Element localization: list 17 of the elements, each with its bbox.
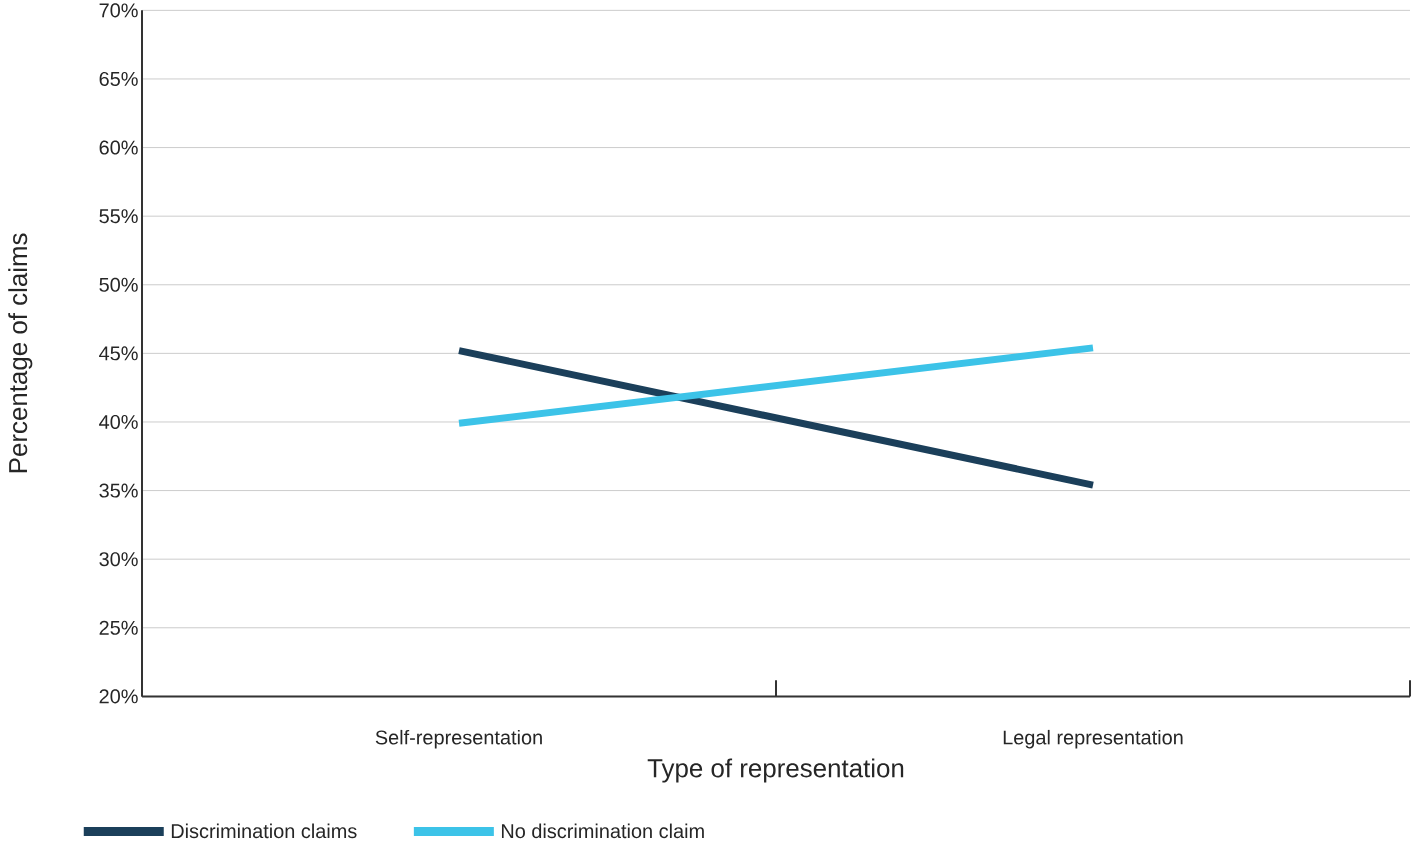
y-tick-label: 25%	[99, 620, 138, 635]
x-axis-title: Type of representation	[647, 758, 904, 783]
y-tick-label: 55%	[99, 208, 138, 223]
x-tick-label: Self-representation	[375, 729, 542, 749]
y-tick-label: 45%	[99, 346, 138, 361]
y-tick-label: 50%	[99, 277, 138, 292]
y-tick-label: 70%	[99, 3, 138, 18]
y-tick-label: 30%	[99, 551, 138, 567]
y-tick-label: 35%	[99, 483, 138, 498]
y-tick-label: 20%	[99, 689, 138, 704]
legend-label: No discrimination claim	[501, 823, 704, 838]
legend-label: Discrimination claims	[171, 823, 357, 838]
x-tick-label: Legal representation	[1003, 729, 1183, 749]
y-tick-label: 40%	[99, 414, 138, 429]
y-tick-label: 60%	[99, 140, 138, 155]
y-tick-label: 65%	[99, 71, 138, 86]
y-axis-title: Percentage of claims	[8, 233, 33, 472]
